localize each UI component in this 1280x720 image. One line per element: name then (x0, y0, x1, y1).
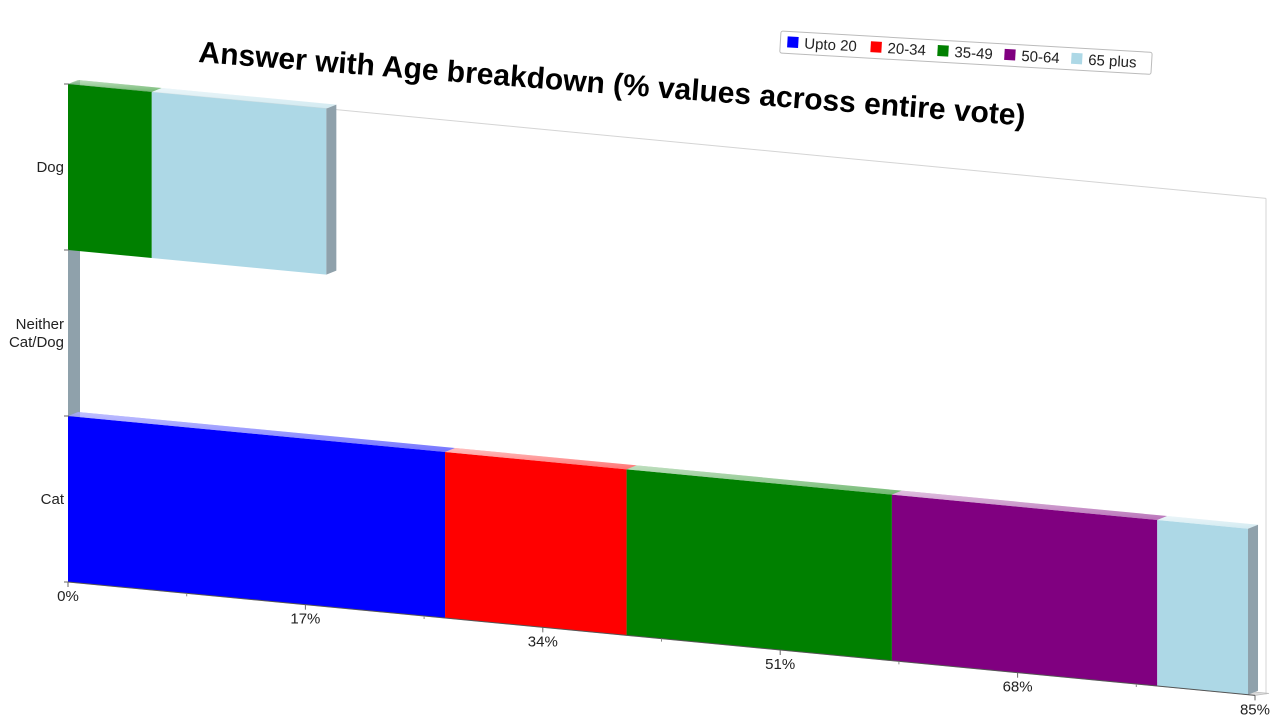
category-label-line: Dog (36, 159, 64, 176)
category-label-line: Cat (41, 491, 65, 508)
legend-swatch (787, 36, 799, 49)
legend-swatch (937, 45, 949, 57)
legend-label: 35-49 (954, 44, 993, 63)
bar-20-34-2 (445, 452, 627, 636)
bars (68, 80, 1259, 695)
x-tick-label: 0% (57, 588, 79, 605)
bar-35-49-0 (68, 84, 152, 259)
bar-top-shine-2-2 (626, 465, 902, 495)
bar-top-shine-3-2 (891, 490, 1168, 521)
category-label: Dog (36, 159, 64, 176)
legend-swatch (1070, 52, 1083, 65)
legend-label: 50-64 (1021, 48, 1060, 67)
x-tick-label: 68% (1003, 679, 1033, 696)
legend-swatch (1004, 48, 1016, 61)
x-tick-label: 51% (765, 656, 795, 673)
bar-top-shine-4-0 (151, 88, 337, 109)
bar-35-49-2 (626, 469, 892, 661)
bar-top-shine-0-2 (68, 412, 456, 453)
bar-side-0 (326, 104, 337, 275)
legend: Upto 20 20-34 35-49 50-64 65 plus (779, 30, 1153, 75)
bar-top-shine-1-2 (445, 448, 637, 470)
legend-label: 20-34 (887, 40, 926, 59)
bar-top-shine-4-2 (1157, 516, 1259, 529)
bar-50-64-2 (891, 494, 1158, 687)
category-label-line: Neither (16, 316, 64, 333)
bar-65-plus-2 (1157, 520, 1249, 695)
bar-top-shine-2-0 (68, 80, 162, 93)
axes: Dog Neither Cat/Dog Cat 0% 17% 34% 51% 68% 85% (9, 83, 1270, 718)
category-label: Neither Cat/Dog (9, 316, 64, 351)
legend-label: 65 plus (1088, 52, 1137, 72)
x-tick-label: 17% (290, 611, 320, 628)
x-tick-label: 34% (528, 633, 558, 650)
category-label-line: Cat/Dog (9, 334, 64, 351)
legend-label: Upto 20 (804, 35, 857, 55)
bar-65-plus-0 (151, 92, 327, 275)
legend-swatch (870, 41, 882, 53)
x-tick-label: 85% (1240, 701, 1270, 718)
category-label: Cat (41, 491, 65, 508)
bar-side-2 (1248, 524, 1259, 695)
bar-upto-20-2 (68, 416, 446, 619)
legend-box: Upto 20 20-34 35-49 50-64 65 plus (779, 30, 1153, 75)
